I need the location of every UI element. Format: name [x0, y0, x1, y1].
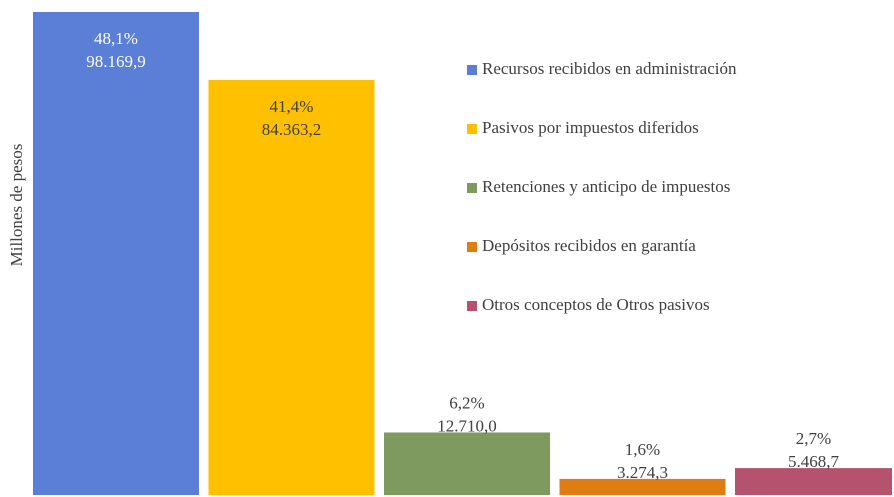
- value-label: 98.169,9: [86, 52, 146, 71]
- legend-swatch: [467, 242, 477, 252]
- bar: [33, 12, 199, 496]
- share-label: 2,7%: [796, 429, 831, 448]
- legend-label: Retenciones y anticipo de impuestos: [482, 177, 730, 196]
- legend-swatch: [467, 183, 477, 193]
- bar: [384, 432, 550, 495]
- legend-label: Pasivos por impuestos diferidos: [482, 118, 699, 137]
- legend-label: Recursos recibidos en administración: [482, 59, 737, 78]
- share-label: 48,1%: [94, 29, 138, 48]
- value-label: 84.363,2: [262, 120, 322, 139]
- share-label: 6,2%: [449, 393, 484, 412]
- bar: [208, 79, 375, 496]
- legend-swatch: [467, 301, 477, 311]
- y-axis-label: Millones de pesos: [7, 144, 26, 267]
- share-label: 1,6%: [625, 440, 660, 459]
- legend-label: Depósitos recibidos en garantía: [482, 236, 696, 255]
- value-label: 3.274,3: [617, 463, 668, 482]
- share-label: 41,4%: [270, 97, 314, 116]
- bar: [559, 478, 726, 495]
- value-label: 12.710,0: [437, 416, 497, 435]
- legend-swatch: [467, 124, 477, 134]
- bar: [735, 468, 892, 495]
- value-label: 5.468,7: [788, 452, 840, 471]
- legend-swatch: [467, 65, 477, 75]
- legend-label: Otros conceptos de Otros pasivos: [482, 295, 710, 314]
